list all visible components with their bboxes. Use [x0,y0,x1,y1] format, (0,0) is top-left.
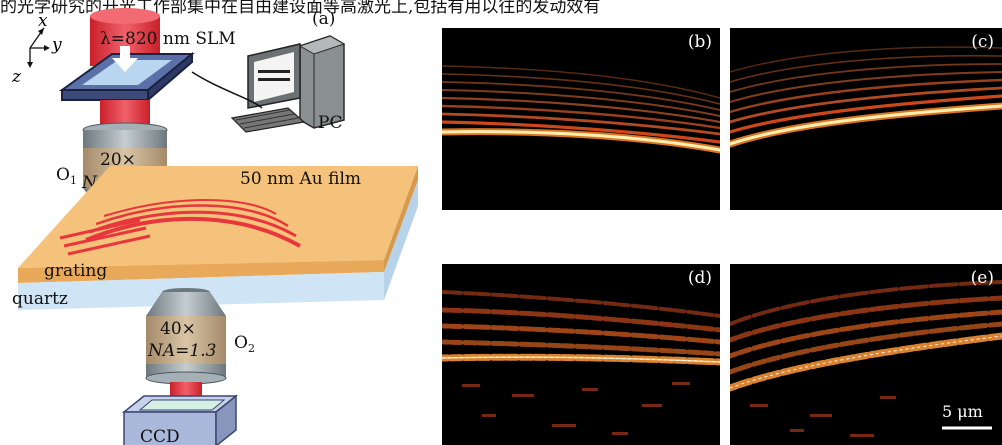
scale-bar-label: 5 μm [942,402,983,421]
objective-2-label: O2 [234,333,255,355]
panel-b-label: (b) [687,32,712,52]
film-label: 50 nm Au film [240,169,361,189]
ccd-label: CCD [140,427,180,445]
axes-icon [27,27,50,68]
quartz-label: quartz [12,289,68,309]
pc-cable [191,71,263,109]
grating-label: grating [44,261,107,281]
objective-2-na: NA=1.3 [147,341,216,361]
setup-diagram: x y z λ=820 nm SLM (a) [11,8,418,445]
axis-x-label: x [38,11,48,31]
objective-1-mag: 20× [100,150,136,170]
panel-b-simulation: (b) [442,28,720,210]
axis-z-label: z [11,67,22,87]
panel-c-label: (c) [971,32,994,52]
axis-y-label: y [51,35,62,55]
pc-label: PC [318,113,342,133]
pc-icon [230,35,346,133]
objective-1-label: O1 [56,165,77,187]
objective-2 [145,288,227,385]
panel-a-label: (a) [312,9,335,29]
panel-e-experiment: (e) 5 μm [730,264,1002,445]
ccd-camera [121,394,239,445]
panel-d-experiment: (d) [442,264,720,445]
grating-and-beams [59,199,301,256]
panel-d-label: (d) [687,268,712,288]
down-arrow-icon [112,46,138,72]
panel-c-simulation: (c) [730,28,1002,210]
slm-device [58,51,195,103]
panel-e-label: (e) [970,268,994,288]
objective-2-mag: 40× [160,319,196,339]
slm-label: λ=820 nm SLM [100,29,236,49]
